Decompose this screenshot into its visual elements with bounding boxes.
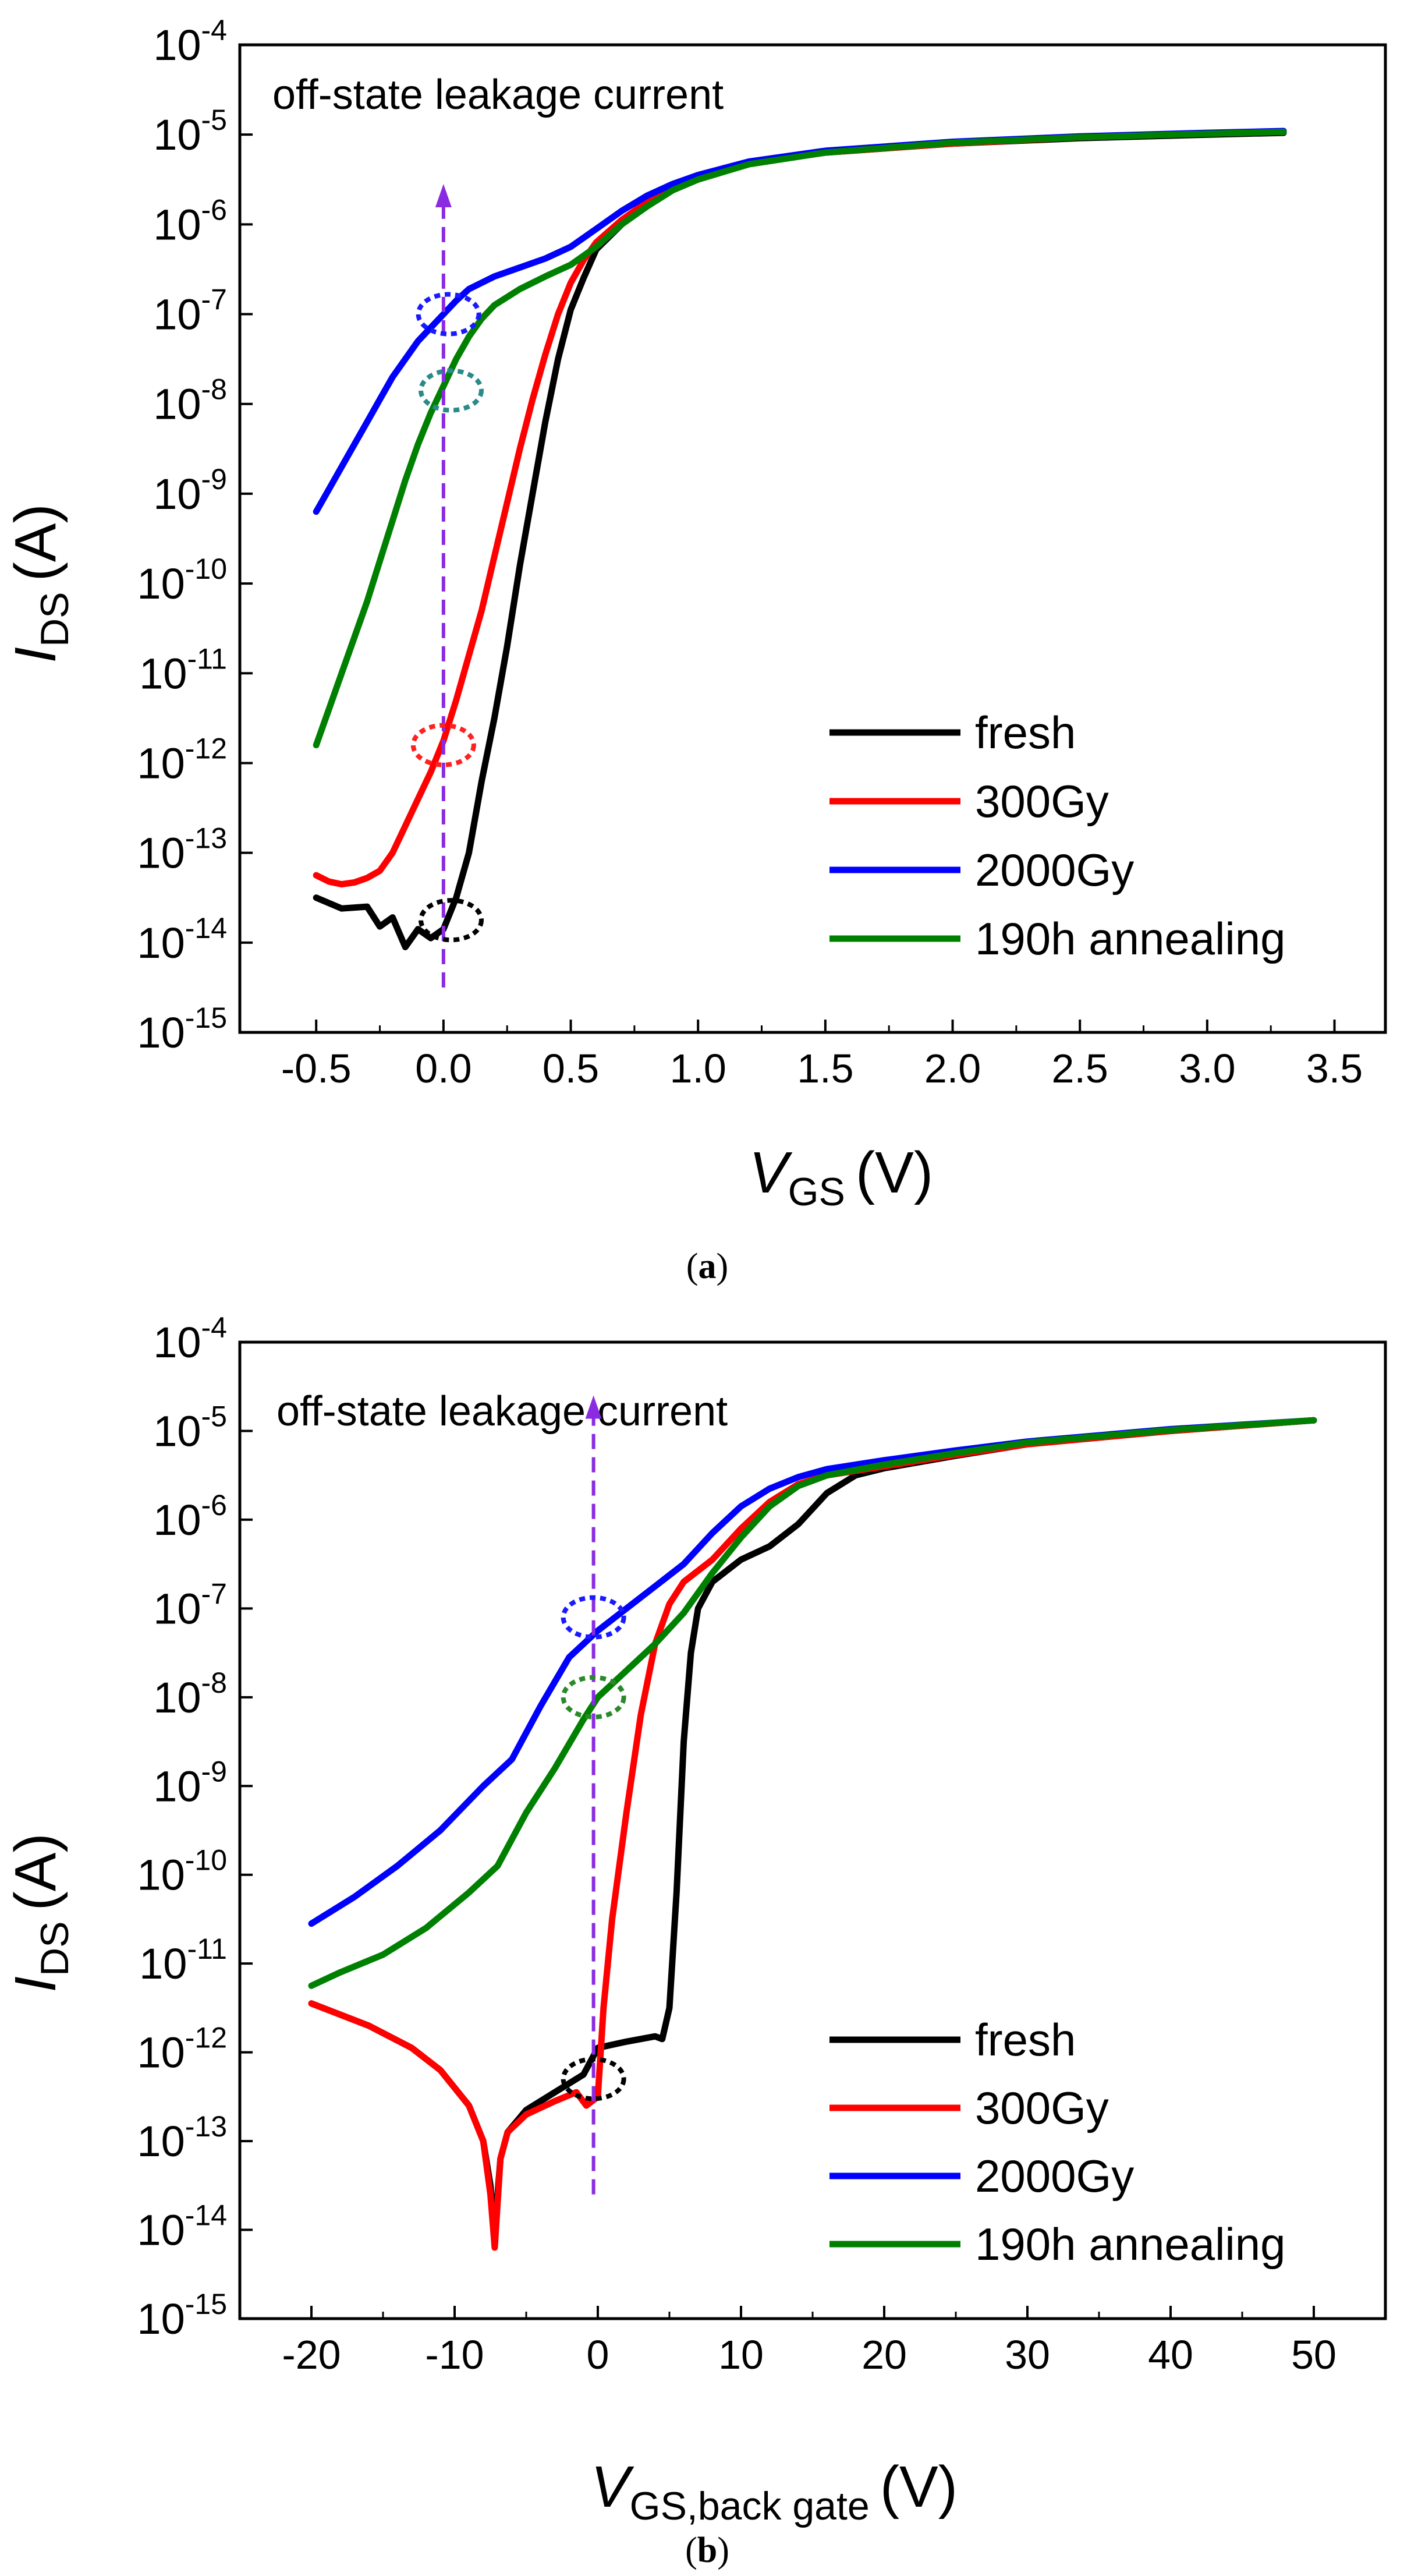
y-tick-label: 10-4	[153, 1311, 227, 1367]
legend-label: 300Gy	[975, 776, 1109, 827]
x-tick-label: 2.0	[924, 1046, 981, 1091]
x-tick-label: 0	[587, 2332, 609, 2377]
panel-a-annotation-text: off-state leakage current	[272, 72, 724, 118]
legend-label: 2000Gy	[975, 844, 1134, 896]
y-tick-label: 10-11	[139, 1933, 227, 1988]
x-tick-label: -20	[282, 2332, 341, 2377]
panel-a-chart: -0.5 0.0 0.5 1.0 1.5 2.0 2.5 3.0 3.5 10-15 10-14 10…	[3, 14, 1387, 1286]
y-tick-label: 10-7	[153, 1577, 227, 1633]
series-line-2000gy	[308, 1417, 1317, 1927]
y-tick-label: 10-4	[153, 14, 227, 69]
panel-a-ticks: -0.5 0.0 0.5 1.0 1.5 2.0 2.5 3.0 3.5 10-15 10-14 10…	[137, 14, 1363, 1091]
x-tick-label: 0.5	[543, 1046, 599, 1091]
panel-b-annotation: off-state leakage current	[276, 1388, 728, 2195]
x-tick-label: 1.0	[670, 1046, 726, 1091]
panel-b-annotation-text: off-state leakage current	[276, 1388, 728, 1435]
panel-a-annotation: off-state leakage current	[272, 72, 724, 988]
legend-label: 190h annealing	[975, 913, 1286, 964]
y-tick-label: 10-13	[137, 2110, 227, 2165]
x-tick-label: 3.5	[1306, 1046, 1363, 1091]
highlight-ellipse-fresh	[418, 898, 484, 943]
panel-b-ticks: -20 -10 0 10 20 30 40 50 10-15 10-14 10-13 10-12 10-…	[137, 1311, 1336, 2377]
y-tick-label: 10-6	[153, 1489, 227, 1544]
y-tick-label: 10-12	[137, 732, 227, 787]
panel-b-series	[308, 1417, 1317, 2251]
series-line-190h-annealing	[308, 1417, 1317, 1989]
y-tick-label: 10-9	[153, 1755, 227, 1810]
x-tick-label: 10	[718, 2332, 764, 2377]
highlight-ellipse-fresh	[561, 2057, 626, 2101]
legend-label: fresh	[975, 2014, 1076, 2065]
panel-a-series	[313, 128, 1287, 950]
y-tick-label: 10-14	[137, 912, 227, 967]
x-tick-label: -0.5	[281, 1046, 352, 1091]
y-tick-label: 10-12	[137, 2022, 227, 2077]
legend-label: 190h annealing	[975, 2218, 1286, 2270]
x-tick-label: 2.5	[1052, 1046, 1108, 1091]
highlight-ellipse-190h-annealing	[561, 1675, 626, 1719]
y-tick-label: 10-15	[137, 2288, 227, 2343]
legend-label: 300Gy	[975, 2082, 1109, 2133]
x-tick-label: 0.0	[415, 1046, 471, 1091]
y-tick-label: 10-10	[137, 553, 227, 608]
panel-a-legend: fresh 300Gy 2000Gy 190h annealing	[829, 707, 1286, 964]
legend-label: 2000Gy	[975, 2150, 1134, 2202]
highlight-ellipse-190h-annealing	[418, 368, 484, 413]
x-tick-label: -10	[425, 2332, 484, 2377]
annotation-arrow-head	[435, 183, 452, 207]
panel-b-caption: (b)	[685, 2531, 729, 2570]
x-tick-label: 50	[1291, 2332, 1336, 2377]
y-tick-label: 10-15	[137, 1002, 227, 1057]
panel-b-chart: -20 -10 0 10 20 30 40 50 10-15 10-14 10-13 10-12 10-…	[3, 1311, 1387, 2570]
y-tick-label: 10-8	[153, 1666, 227, 1722]
highlight-ellipse-2000gy	[416, 292, 481, 337]
highlight-ellipse-2000gy	[561, 1595, 626, 1640]
annotation-arrow-head	[585, 1395, 602, 1419]
panel-a-x-axis-label: VGS (V)	[749, 1140, 933, 1214]
panel-a-caption: (a)	[686, 1247, 728, 1286]
highlight-ellipse-300gy	[410, 723, 476, 767]
panel-b-y-axis-label: IDS(A)	[3, 1833, 77, 1993]
y-tick-label: 10-13	[137, 822, 227, 877]
panel-b-plot-frame	[238, 1340, 1387, 2320]
panel-b-legend: fresh 300Gy 2000Gy 190h annealing	[829, 2014, 1286, 2270]
y-tick-label: 10-9	[153, 463, 227, 518]
y-tick-label: 10-10	[137, 1844, 227, 1899]
x-tick-label: 40	[1148, 2332, 1193, 2377]
y-tick-label: 10-6	[153, 193, 227, 249]
y-tick-label: 10-5	[153, 104, 227, 159]
panel-a-y-axis-label: IDS(A)	[3, 504, 77, 663]
x-tick-label: 20	[862, 2332, 907, 2377]
series-line-190h-annealing	[313, 129, 1287, 749]
legend-label: fresh	[975, 707, 1076, 758]
x-tick-label: 3.0	[1179, 1046, 1235, 1091]
panel-a-plot-frame	[238, 43, 1387, 1034]
y-tick-label: 10-5	[153, 1400, 227, 1455]
y-tick-label: 10-14	[137, 2199, 227, 2255]
y-tick-label: 10-11	[139, 642, 227, 698]
x-tick-label: 1.5	[797, 1046, 853, 1091]
y-tick-label: 10-8	[153, 373, 227, 429]
x-tick-label: 30	[1005, 2332, 1050, 2377]
y-tick-label: 10-7	[153, 284, 227, 339]
panel-b-x-axis-label: VGS,back gate (V)	[591, 2454, 958, 2528]
